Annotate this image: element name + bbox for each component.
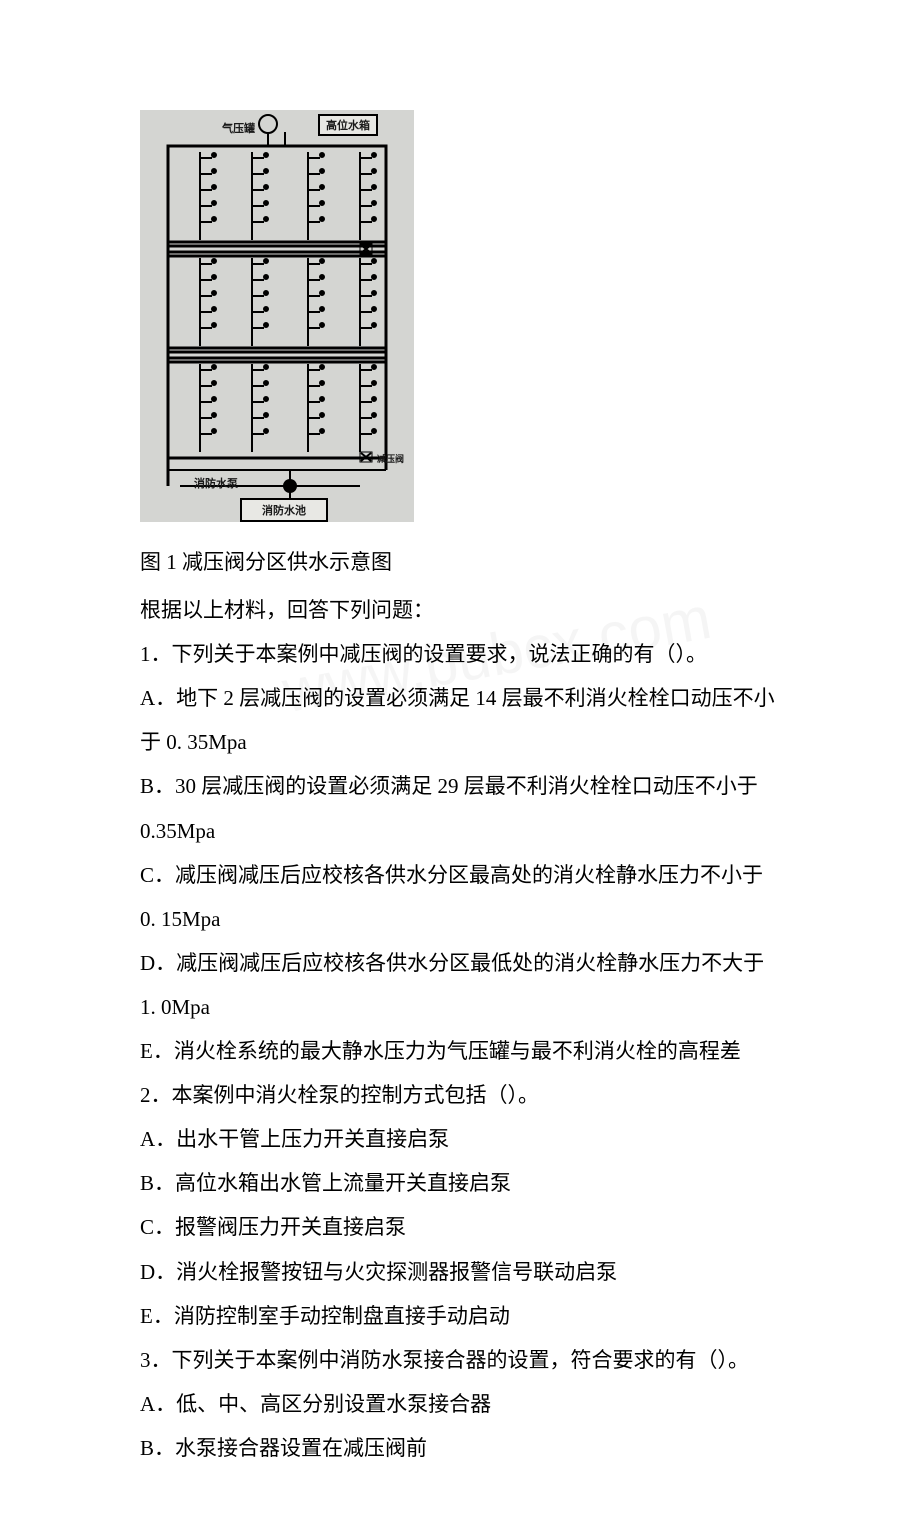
question-1: 1．下列关于本案例中减压阀的设置要求，说法正确的有（）。 A．地下 2 层减压阀… <box>140 632 780 1073</box>
q3-opt-a: A．低、中、高区分别设置水泵接合器 <box>140 1382 780 1426</box>
q2-opt-c: C．报警阀压力开关直接启泵 <box>140 1205 780 1249</box>
prv-label: 减压阀 <box>377 452 404 465</box>
high-tank-label: 高位水箱 <box>318 114 378 136</box>
q1-opt-d: D．减压阀减压后应校核各供水分区最低处的消火栓静水压力不大于 1. 0Mpa <box>140 941 780 1029</box>
q1-opt-c: C．减压阀减压后应校核各供水分区最高处的消火栓静水压力不小于 0. 15Mpa <box>140 853 780 941</box>
q2-stem: 2．本案例中消火栓泵的控制方式包括（）。 <box>140 1073 780 1117</box>
diagram-image: 高位水箱 气压罐 减压阀 消防水泵 消防水池 <box>140 110 414 522</box>
q1-opt-a: A．地下 2 层减压阀的设置必须满足 14 层最不利消火栓栓口动压不小于 0. … <box>140 676 780 764</box>
figure-caption: 图 1 减压阀分区供水示意图 <box>140 540 780 584</box>
question-2: 2．本案例中消火栓泵的控制方式包括（）。 A．出水干管上压力开关直接启泵 B．高… <box>140 1073 780 1338</box>
q3-opt-b: B．水泵接合器设置在减压阀前 <box>140 1426 780 1470</box>
q1-opt-b: B．30 层减压阀的设置必须满足 29 层最不利消火栓栓口动压不小于 0.35M… <box>140 764 780 852</box>
q2-opt-e: E．消防控制室手动控制盘直接手动启动 <box>140 1294 780 1338</box>
q1-stem: 1．下列关于本案例中减压阀的设置要求，说法正确的有（）。 <box>140 632 780 676</box>
pressure-tank-label: 气压罐 <box>222 120 255 136</box>
figure-container: 高位水箱 气压罐 减压阀 消防水泵 消防水池 <box>140 110 780 522</box>
q2-opt-d: D．消火栓报警按钮与火灾探测器报警信号联动启泵 <box>140 1250 780 1294</box>
q3-stem: 3．下列关于本案例中消防水泵接合器的设置，符合要求的有（）。 <box>140 1338 780 1382</box>
q1-opt-e: E．消火栓系统的最大静水压力为气压罐与最不利消火栓的高程差 <box>140 1029 780 1073</box>
question-3: 3．下列关于本案例中消防水泵接合器的设置，符合要求的有（）。 A．低、中、高区分… <box>140 1338 780 1470</box>
pond-label: 消防水池 <box>240 498 328 522</box>
q2-opt-a: A．出水干管上压力开关直接启泵 <box>140 1117 780 1161</box>
pump-label: 消防水泵 <box>194 475 238 491</box>
q2-opt-b: B．高位水箱出水管上流量开关直接启泵 <box>140 1161 780 1205</box>
answer-prompt: 根据以上材料，回答下列问题： <box>140 588 780 632</box>
